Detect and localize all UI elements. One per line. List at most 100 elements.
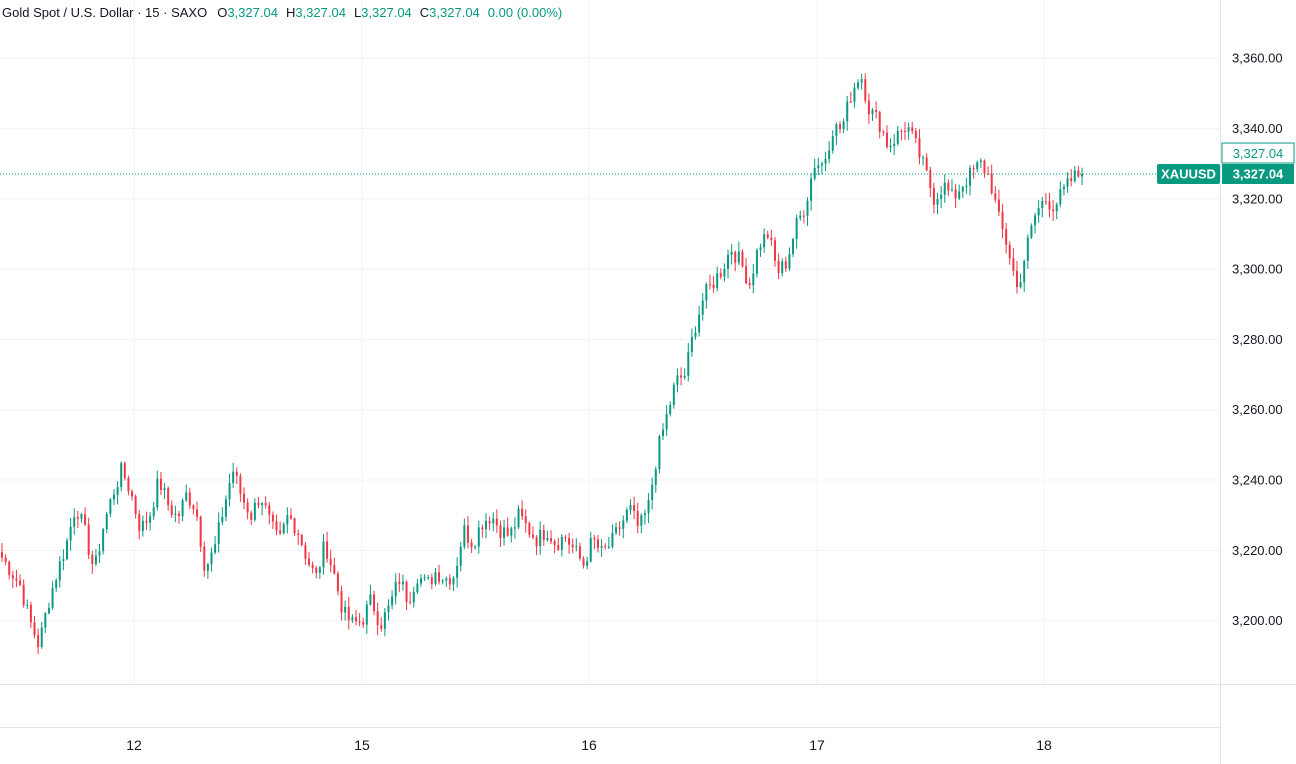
candle-body [506, 527, 509, 536]
candle [271, 511, 274, 530]
candle-body [304, 545, 307, 559]
candle-body [1026, 237, 1029, 261]
candle [297, 529, 300, 546]
candle [539, 521, 542, 555]
candle [1048, 192, 1051, 218]
candle-body [347, 606, 350, 621]
candle [474, 544, 477, 550]
candle-body [293, 518, 296, 534]
candle [734, 250, 737, 272]
candle [582, 556, 585, 569]
candle-body [188, 492, 191, 506]
candle-body [239, 475, 242, 494]
candle [781, 258, 784, 277]
candle-body [196, 509, 199, 517]
candle [607, 536, 610, 549]
candle-body [550, 538, 553, 542]
candle-body [636, 510, 639, 526]
candle-body [867, 100, 870, 115]
candle-body [705, 284, 708, 301]
candle [795, 214, 798, 249]
candle-body [481, 527, 484, 530]
candle-body [210, 552, 213, 565]
candle-body [470, 542, 473, 548]
close-key: C [419, 5, 430, 20]
candle [8, 560, 11, 580]
candle [80, 512, 83, 523]
candle-body [1062, 186, 1065, 190]
candle [849, 91, 852, 103]
candle-body [199, 516, 202, 547]
candle [235, 467, 238, 485]
candle [802, 210, 805, 224]
candle-body [1001, 211, 1004, 229]
candle [864, 73, 867, 104]
candle [456, 557, 459, 588]
candle-body [882, 131, 885, 133]
candle-body [477, 527, 480, 547]
candle [954, 184, 957, 208]
candle [438, 564, 441, 585]
candle-body [1052, 209, 1055, 212]
candle-body [676, 375, 679, 385]
candle [1081, 167, 1083, 185]
candle [990, 164, 993, 195]
candle [907, 122, 910, 140]
candle [1052, 199, 1055, 222]
candle [308, 552, 311, 567]
candle [568, 533, 571, 554]
candle [26, 599, 29, 610]
candle-body [878, 112, 881, 132]
candle-body [672, 384, 675, 405]
candle-body [615, 527, 618, 533]
candle-body [91, 554, 94, 565]
candle [44, 612, 47, 634]
candle [867, 93, 870, 124]
candle-body [156, 478, 159, 508]
candle-body [759, 247, 762, 251]
candle-body [708, 284, 711, 286]
candle-body [940, 194, 943, 199]
candle [506, 517, 509, 537]
candle-body [542, 529, 545, 540]
candle-body [1015, 270, 1018, 288]
candle [228, 473, 231, 507]
candle [47, 602, 50, 615]
candle [192, 504, 195, 515]
high-value: 3,327.04 [295, 5, 346, 20]
candle [62, 549, 65, 571]
candle [55, 578, 58, 592]
candle [932, 182, 935, 214]
candle [257, 496, 260, 509]
candle-body [159, 478, 162, 491]
candle-body [622, 520, 625, 529]
candle [752, 263, 755, 294]
candle-body [120, 463, 123, 488]
candle [770, 229, 773, 246]
candle [492, 512, 495, 532]
candle [564, 534, 567, 542]
candle-body [22, 584, 25, 606]
candle [889, 138, 892, 153]
candle-body [116, 487, 119, 495]
candle [131, 489, 134, 501]
candle [470, 539, 473, 553]
candle-body [752, 273, 755, 286]
candle [326, 531, 329, 563]
candle [185, 484, 188, 502]
y-tick-label: 3,240.00 [1232, 473, 1283, 488]
candle [98, 543, 101, 564]
candle [477, 520, 480, 554]
candle [261, 501, 264, 516]
candle [922, 155, 925, 166]
candle-body [474, 546, 477, 548]
candle-body [575, 546, 578, 548]
candle [633, 496, 636, 520]
candle [250, 510, 253, 525]
candle-body [994, 193, 997, 200]
candle [112, 489, 115, 506]
candle-body [94, 555, 97, 565]
candle [40, 621, 43, 649]
candle-body [640, 515, 643, 526]
